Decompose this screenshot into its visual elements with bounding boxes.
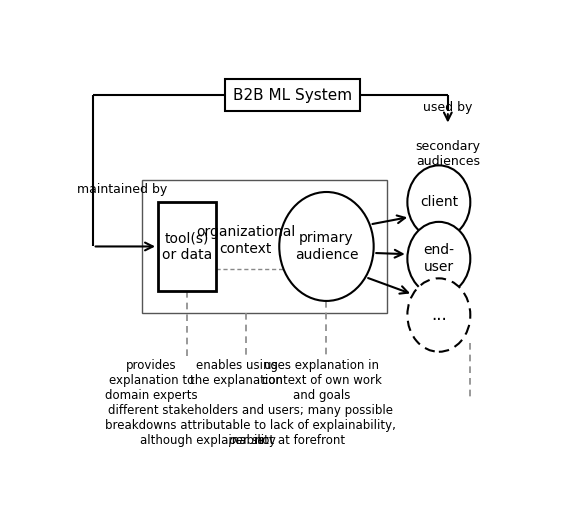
Text: enables using
the explanation: enables using the explanation: [190, 359, 283, 387]
Text: provides
explanation to
domain experts: provides explanation to domain experts: [105, 359, 197, 402]
Text: different stakeholders and users; many possible: different stakeholders and users; many p…: [107, 404, 393, 417]
Text: used by: used by: [423, 101, 473, 114]
Text: maintained by: maintained by: [77, 183, 167, 196]
Text: per se: per se: [229, 434, 265, 447]
Text: although explainability: although explainability: [140, 434, 280, 447]
Text: tool(s)
or data: tool(s) or data: [162, 232, 212, 261]
Ellipse shape: [407, 222, 470, 296]
Text: uses explanation in
context of own work
and goals: uses explanation in context of own work …: [262, 359, 382, 402]
Ellipse shape: [407, 166, 470, 239]
Ellipse shape: [407, 278, 470, 352]
Text: ...: ...: [431, 306, 447, 324]
FancyBboxPatch shape: [158, 202, 216, 291]
FancyBboxPatch shape: [225, 79, 360, 111]
Text: B2B ML System: B2B ML System: [233, 88, 352, 103]
FancyBboxPatch shape: [142, 180, 387, 313]
Text: end-
user: end- user: [423, 244, 454, 274]
Text: primary
audience: primary audience: [295, 232, 358, 261]
Text: client: client: [420, 195, 458, 209]
Text: organizational
context: organizational context: [196, 225, 295, 256]
Text: not at forefront: not at forefront: [251, 434, 345, 447]
Text: secondary
audiences: secondary audiences: [415, 139, 480, 168]
Text: breakdowns attributable to lack of explainability,: breakdowns attributable to lack of expla…: [104, 419, 396, 432]
Ellipse shape: [280, 192, 374, 301]
